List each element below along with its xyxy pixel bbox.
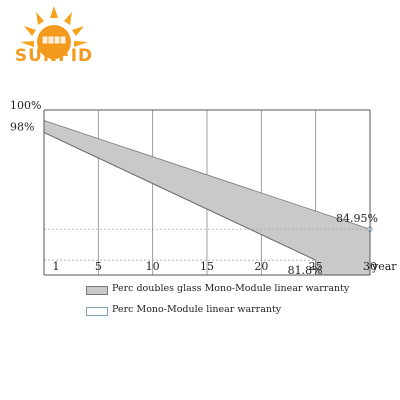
area-layer	[43, 119, 373, 276]
data-label-81-8: 81.8%	[288, 264, 323, 277]
series-mono-line	[43, 132, 316, 261]
axis-layer	[43, 109, 371, 276]
x-tick-label-25: 25	[309, 260, 323, 273]
x-tick-label-15: 15	[200, 260, 214, 273]
data-label-84-95: 84.95%	[336, 212, 378, 225]
y-label-100: 100%	[10, 99, 41, 112]
legend-label-double-glass: Perc doubles glass Mono-Module linear wa…	[112, 283, 350, 294]
y-label-98: 98%	[10, 121, 34, 134]
sun-logo-icon	[20, 6, 88, 59]
legend-swatch-mono	[86, 307, 108, 316]
x-tick-label-20: 20	[254, 260, 268, 273]
x-tick-label-1: 1	[53, 260, 60, 273]
x-tick-label-5: 5	[95, 260, 102, 273]
x-unit-label: year	[371, 260, 397, 273]
x-tick-label-10: 10	[146, 260, 160, 273]
legend-swatch-double-glass	[86, 286, 108, 295]
x-tick-label-30: 30	[363, 260, 377, 273]
logo-text: SUNFID	[14, 46, 94, 66]
legend-label-mono: Perc Mono-Module linear warranty	[112, 304, 282, 315]
